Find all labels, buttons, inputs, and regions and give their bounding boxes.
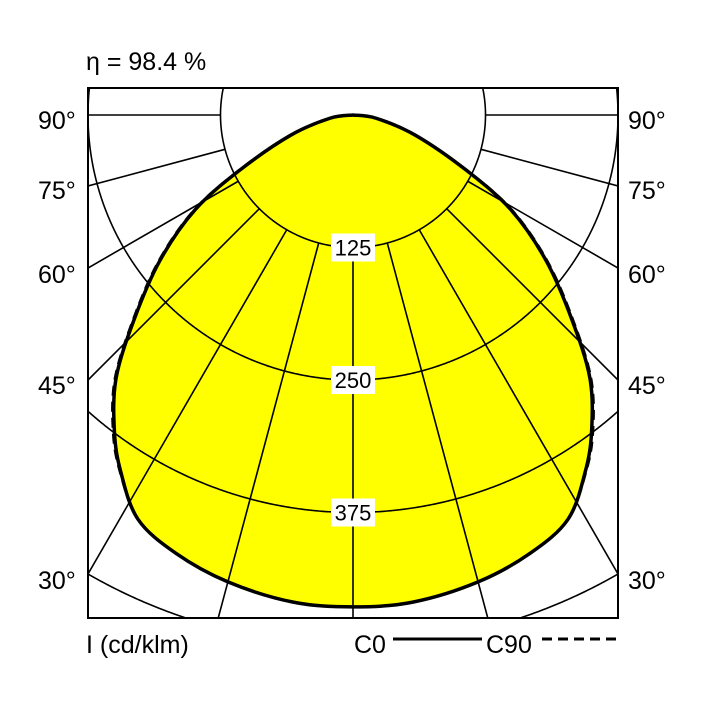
radial-tick-bg-125 bbox=[331, 233, 375, 262]
legend-c0-label: C0 bbox=[354, 631, 386, 659]
radial-tick-bg-375 bbox=[331, 498, 375, 527]
angle-label-left-30: 30° bbox=[38, 567, 76, 595]
angle-label-right-30: 30° bbox=[628, 567, 666, 595]
grid-radial-45-right bbox=[446, 208, 618, 381]
radial-tick-label-250: 250 bbox=[335, 368, 372, 393]
legend-c90-label: C90 bbox=[486, 631, 532, 659]
angle-label-left-45: 45° bbox=[38, 372, 76, 400]
unit-label: I (cd/klm) bbox=[86, 631, 189, 659]
radial-tick-bg-250 bbox=[331, 366, 375, 394]
angle-label-right-60: 60° bbox=[628, 261, 666, 289]
series-c90-curve bbox=[111, 113, 595, 609]
grid-radial-30-right bbox=[418, 229, 618, 575]
angle-label-right-90: 90° bbox=[628, 107, 666, 135]
grid-radial-15-left bbox=[217, 242, 320, 618]
angle-label-right-75: 75° bbox=[628, 177, 666, 205]
chart-title: η = 98.4 % bbox=[86, 48, 206, 76]
grid-radial-75-right bbox=[480, 148, 618, 187]
grid-radial-45-left bbox=[88, 208, 260, 381]
chart-frame bbox=[87, 87, 619, 619]
grid-radial-60-left bbox=[88, 180, 239, 269]
angle-label-left-75: 75° bbox=[38, 177, 76, 205]
grid-radial-30-left bbox=[88, 229, 288, 575]
grid-radial-15-right bbox=[386, 242, 489, 618]
angle-label-left-90: 90° bbox=[38, 107, 76, 135]
grid-radial-60-right bbox=[467, 180, 618, 269]
radial-tick-label-125: 125 bbox=[335, 236, 372, 261]
grid-circle-500 bbox=[88, 573, 618, 618]
angle-label-right-45: 45° bbox=[628, 372, 666, 400]
grid-radial-75-left bbox=[88, 148, 226, 187]
angle-label-left-60: 60° bbox=[38, 261, 76, 289]
radial-tick-label-375: 375 bbox=[335, 501, 372, 526]
